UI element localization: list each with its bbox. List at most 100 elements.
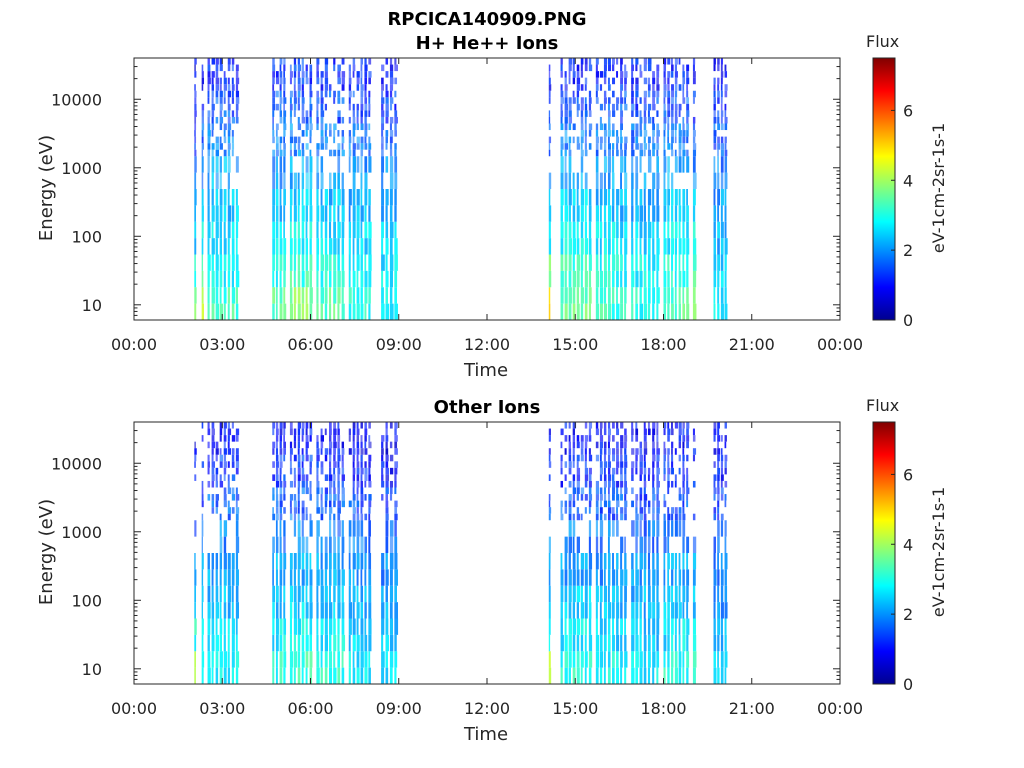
spectrogram-cell <box>717 467 721 475</box>
spectrogram-cell <box>724 123 728 131</box>
spectrogram-cell <box>588 270 592 288</box>
spectrogram-cell <box>219 651 223 668</box>
spectrogram-cell <box>297 136 301 144</box>
spectrogram-cell <box>678 254 681 271</box>
spectrogram-cell <box>620 585 623 603</box>
spectrogram-cell <box>652 143 656 150</box>
spectrogram-cell <box>275 553 278 570</box>
spectrogram-cell <box>219 448 222 455</box>
spectrogram-cell <box>692 454 696 462</box>
x-tick-label: 00:00 <box>111 699 157 718</box>
spectrogram-cell <box>588 454 593 462</box>
spectrogram-plot-area: 00:00 03:00 06:00 09:00 12:00 15:00 18:00 21:00… <box>51 421 913 718</box>
spectrogram-cell <box>720 487 724 495</box>
spectrogram-cell <box>301 116 305 124</box>
spectrogram-cell <box>211 205 215 222</box>
spectrogram-cell <box>194 454 197 462</box>
spectrogram-cell <box>223 618 226 635</box>
spectrogram-cell <box>564 205 568 222</box>
spectrogram-cell <box>389 553 394 570</box>
spectrogram-cell <box>643 136 646 144</box>
spectrogram-cell <box>283 64 286 72</box>
spectrogram-cell <box>301 487 305 495</box>
spectrogram-cell <box>272 461 275 468</box>
spectrogram-cell <box>692 448 697 455</box>
spectrogram-cell <box>337 435 341 442</box>
spectrogram-cell <box>301 270 305 288</box>
spectrogram-cell <box>201 143 205 150</box>
spectrogram-cell <box>293 97 297 104</box>
spectrogram-cell <box>560 238 564 255</box>
spectrogram-cell <box>293 287 297 304</box>
spectrogram-cell <box>568 441 571 449</box>
spectrogram-cell <box>305 569 309 586</box>
spectrogram-cell <box>297 634 301 652</box>
spectrogram-cell <box>309 270 312 288</box>
spectrogram-cell <box>207 441 210 449</box>
spectrogram-cell <box>560 553 563 570</box>
spectrogram-cell <box>381 287 384 304</box>
spectrogram-cell <box>548 448 551 455</box>
spectrogram-cell <box>219 303 223 320</box>
spectrogram-cell <box>568 221 572 239</box>
spectrogram-cell <box>297 428 301 436</box>
spectrogram-cell <box>595 422 599 429</box>
spectrogram-cell <box>235 270 240 288</box>
spectrogram-cell <box>572 97 576 104</box>
spectrogram-cell <box>667 221 670 239</box>
spectrogram-cell <box>394 64 398 72</box>
spectrogram-cell <box>385 487 389 495</box>
spectrogram-cell <box>352 156 356 173</box>
spectrogram-cell <box>348 77 352 85</box>
spectrogram-cell <box>678 189 681 206</box>
spectrogram-cell <box>568 110 572 117</box>
spectrogram-cell <box>568 461 572 468</box>
spectrogram-cell <box>385 254 388 271</box>
spectrogram-cell <box>616 205 619 222</box>
spectrogram-cell <box>564 435 568 442</box>
spectrogram-cell <box>692 651 697 668</box>
spectrogram-cell <box>564 553 568 570</box>
spectrogram-cell <box>678 513 682 521</box>
x-tick-label: 18:00 <box>640 699 686 718</box>
spectrogram-cell <box>686 303 690 320</box>
spectrogram-cell <box>568 270 572 288</box>
colorbar-tick-label: 6 <box>903 465 913 484</box>
spectrogram-cell <box>576 474 581 481</box>
spectrogram-cell <box>720 461 723 468</box>
spectrogram-cell <box>568 536 572 554</box>
spectrogram-cell <box>568 553 571 570</box>
spectrogram-cell <box>394 130 397 137</box>
spectrogram-cell <box>360 71 363 78</box>
spectrogram-cell <box>293 221 297 239</box>
spectrogram-cell <box>548 303 551 320</box>
spectrogram-cell <box>635 667 638 684</box>
spectrogram-cell <box>667 97 671 104</box>
spectrogram-cell <box>624 221 628 239</box>
spectrogram-cell <box>713 143 717 150</box>
spectrogram-cell <box>364 467 368 475</box>
spectrogram-cell <box>316 156 319 173</box>
spectrogram-cell <box>656 149 659 157</box>
spectrogram-cell <box>389 270 393 288</box>
spectrogram-cell <box>283 651 287 668</box>
spectrogram-cell <box>389 172 394 189</box>
spectrogram-cell <box>333 189 336 206</box>
spectrogram-cell <box>639 64 642 72</box>
spectrogram-cell <box>584 467 589 475</box>
spectrogram-cell <box>603 602 608 619</box>
spectrogram-cell <box>194 585 197 603</box>
spectrogram-cell <box>656 422 659 429</box>
spectrogram-cell <box>320 303 323 320</box>
spectrogram-cell <box>279 435 283 442</box>
spectrogram-cell <box>647 77 651 85</box>
x-tick-label: 03:00 <box>199 699 245 718</box>
spectrogram-cell <box>381 602 385 619</box>
spectrogram-cell <box>352 428 356 436</box>
spectrogram-cell <box>297 422 302 429</box>
spectrogram-cell <box>663 116 667 124</box>
spectrogram-cell <box>667 651 670 668</box>
spectrogram-cell <box>572 634 576 652</box>
spectrogram-cell <box>305 513 308 521</box>
spectrogram-cell <box>385 71 389 78</box>
